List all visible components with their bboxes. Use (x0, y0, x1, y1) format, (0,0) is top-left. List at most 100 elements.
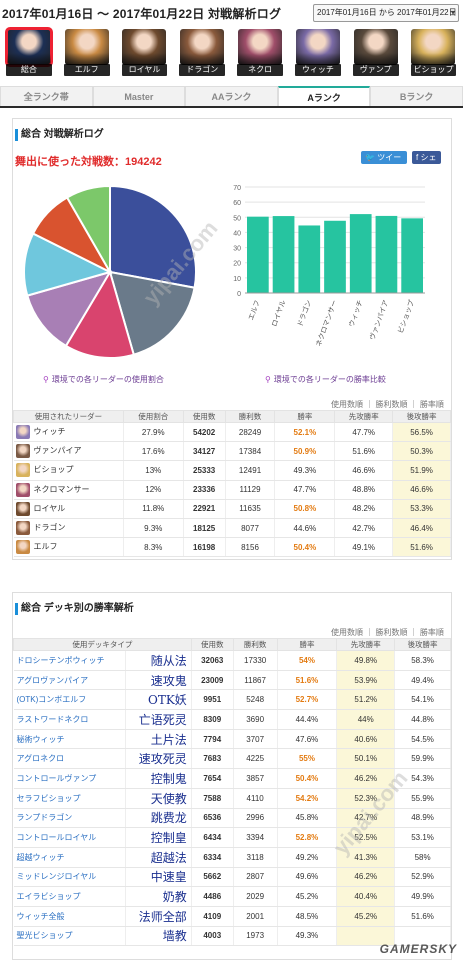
bar (349, 214, 372, 293)
uses-cell: 7588 (191, 788, 234, 809)
first-winrate-cell: 42.7% (336, 808, 396, 829)
period-select[interactable]: 2017年01月16日 から 2017年01月22日 ▾ (313, 4, 459, 22)
leader-icon (15, 444, 30, 459)
leader-tab[interactable]: ウィッチ (289, 28, 347, 80)
table-row[interactable]: ビショップ 13% 25333 12491 49.3% 46.6% 51.9% (13, 460, 451, 481)
rank-tab[interactable]: 全ランク帯 (0, 86, 93, 106)
deck-name-link[interactable]: エイラビショップ (13, 886, 126, 907)
leader-icon (15, 521, 30, 536)
filter-wins[interactable]: 勝利数順 (375, 628, 408, 637)
table-row[interactable]: ラストワードネクロ 亡语死灵 8309 3690 44.4% 44% 44.8% (13, 709, 451, 730)
second-winrate-cell: 51.9% (392, 460, 451, 481)
deck-name-link[interactable]: ドロシーテンポウィッチ (13, 650, 126, 671)
rank-tab[interactable]: Bランク (370, 86, 463, 106)
first-winrate-cell: 53.9% (336, 670, 396, 691)
table-row[interactable]: コントロールヴァンプ 控制鬼 7654 3857 50.4% 46.2% 54.3% (13, 768, 451, 789)
deck-name-link[interactable]: ウィッチ全般 (13, 906, 126, 927)
deck-name-link[interactable]: アグロネクロ (13, 748, 126, 770)
table-row[interactable]: ネクロマンサー 12% 23336 11129 47.7% 48.8% 46.6% (13, 480, 451, 500)
deck-name-link[interactable]: 超越ウィッチ (13, 847, 126, 868)
deck-name-link[interactable]: 聖光ビショップ (13, 926, 126, 947)
leader-portrait (122, 29, 167, 65)
table-row[interactable]: ドロシーテンポウィッチ 随从法 32063 17330 54% 49.8% 58.3% (13, 650, 451, 671)
filter-rate[interactable]: 勝率順 (419, 400, 444, 409)
wins-cell: 2029 (233, 886, 278, 907)
deck-cn-note: 控制皇 (125, 827, 192, 848)
table-row[interactable]: ヴァンパイア 17.6% 34127 17384 50.9% 51.6% 50.3% (13, 441, 451, 462)
leader-portrait (238, 29, 283, 65)
deck-name-link[interactable]: セラフビショップ (13, 788, 126, 809)
rank-tab[interactable]: AAランク (185, 86, 278, 106)
uses-cell: 7654 (191, 768, 234, 789)
deck-name-link[interactable]: コントロールロイヤル (13, 827, 126, 848)
rank-tabs: 全ランク帯 Master AAランク Aランク Bランク (0, 86, 463, 108)
deck-name-link[interactable]: コントロールヴァンプ (13, 768, 126, 789)
leader-name: ウィッチ (294, 64, 341, 76)
first-winrate-cell: 51.6% (334, 441, 394, 462)
deck-name-link[interactable]: アグロヴァンパイア (13, 670, 126, 691)
filter-wins[interactable]: 勝利数順 (375, 400, 408, 409)
leader-tab[interactable]: ヴァンプ (347, 28, 405, 80)
second-winrate-cell: 53.3% (392, 499, 451, 519)
table-row[interactable]: ウィッチ全般 法师全部 4109 2001 48.5% 45.2% 51.6% (13, 906, 451, 927)
leader-tab[interactable]: ネクロ (231, 28, 289, 80)
table-row[interactable]: エルフ 8.3% 16198 8156 50.4% 49.1% 51.6% (13, 537, 451, 558)
table-row[interactable]: ミッドレンジロイヤル 中速皇 5662 2807 49.6% 46.2% 52.9% (13, 867, 451, 888)
tweet-button[interactable]: 🐦 ツイート (361, 151, 407, 175)
winrate-cell: 50.9% (274, 441, 336, 462)
deck-name-link[interactable]: ラストワードネクロ (13, 709, 126, 730)
table-row[interactable]: エイラビショップ 奶教 4486 2029 45.2% 40.4% 49.9% (13, 886, 451, 907)
leader-tab[interactable]: ドラゴン (173, 28, 231, 80)
leader-tab[interactable]: 総合 (0, 27, 58, 80)
first-winrate-cell: 40.6% (336, 729, 396, 750)
wins-cell: 2001 (233, 906, 278, 927)
leader-name: ロイヤル (33, 503, 66, 513)
bar (401, 218, 423, 293)
column-header: 先攻勝率 (336, 638, 396, 651)
table-row[interactable]: セラフビショップ 天使教 7588 4110 54.2% 52.3% 55.9% (13, 788, 451, 809)
pie-caption-text: 環境での各リーダーの使用割合 (51, 375, 164, 384)
uses-cell: 6334 (191, 847, 234, 868)
table-row[interactable]: アグロヴァンパイア 速攻鬼 23009 11867 51.6% 53.9% 49.4% (13, 670, 451, 691)
deck-name-link[interactable]: ミッドレンジロイヤル (13, 867, 126, 888)
table-row[interactable]: (OTK)コンボエルフ OTK妖 9951 5248 52.7% 51.2% 54.1% (13, 689, 451, 711)
usage-pie-chart (23, 184, 197, 359)
table-row[interactable]: コントロールロイヤル 控制皇 6434 3394 52.8% 52.5% 53.1% (13, 827, 451, 848)
table-row[interactable]: 超越ウィッチ 超越法 6334 3118 49.2% 41.3% 58% (13, 847, 451, 868)
deck-cn-note: 天使教 (125, 788, 192, 809)
chevron-down-icon: ▾ (450, 8, 455, 17)
filter-usage[interactable]: 使用数順 (331, 400, 363, 409)
table-row[interactable]: 聖光ビショップ 墙教 4003 1973 49.3% (13, 926, 451, 947)
table-row[interactable]: ウィッチ 27.9% 54202 28249 52.1% 47.7% 56.5% (13, 422, 451, 443)
first-winrate-cell: 49.8% (336, 650, 396, 671)
pie-slice (109, 184, 197, 289)
table-row[interactable]: 秘術ウィッチ 土片法 7794 3707 47.6% 40.6% 54.5% (13, 729, 451, 750)
winrate-cell: 52.7% (277, 689, 338, 711)
table-row[interactable]: ロイヤル 11.8% 22921 11635 50.8% 48.2% 53.3% (13, 499, 451, 519)
deck-name-link[interactable]: (OTK)コンボエルフ (13, 689, 126, 711)
winrate-cell: 50.8% (274, 499, 336, 519)
wins-cell: 2996 (233, 808, 278, 829)
leader-tab[interactable]: ロイヤル (116, 28, 174, 80)
deck-name-link[interactable]: 秘術ウィッチ (13, 729, 126, 750)
filter-rate[interactable]: 勝率順 (419, 628, 444, 637)
leader-tab[interactable]: エルフ (58, 28, 116, 80)
table-row[interactable]: ドラゴン 9.3% 18125 8077 44.6% 42.7% 46.4% (13, 518, 451, 539)
column-header: 勝利数 (224, 410, 276, 423)
uses-cell: 8309 (191, 709, 234, 730)
page-title: 2017年01月16日 ～ 2017年01月22日 対戦解析ログ (2, 7, 282, 21)
first-winrate-cell: 41.3% (336, 847, 396, 868)
uses-cell: 7683 (191, 748, 234, 770)
deck-name-link[interactable]: ランプドラゴン (13, 808, 126, 829)
share-cell: 27.9% (123, 422, 184, 443)
first-winrate-cell: 46.2% (336, 867, 396, 888)
leader-tab[interactable]: ビショップ (405, 28, 463, 80)
leader-selector: 総合 エルフ ロイヤル ドラゴン ネクロ ウィッチ ヴァンプ ビショップ (0, 27, 463, 80)
rank-tab[interactable]: Aランク (277, 86, 371, 106)
table-row[interactable]: アグロネクロ 速攻死灵 7683 4225 55% 50.1% 59.9% (13, 748, 451, 770)
facebook-share-button[interactable]: f シェア (412, 151, 441, 175)
second-winrate-cell: 51.6% (392, 537, 451, 558)
rank-tab[interactable]: Master (92, 86, 186, 106)
filter-usage[interactable]: 使用数順 (331, 628, 363, 637)
table-row[interactable]: ランプドラゴン 跳费龙 6536 2996 45.8% 42.7% 48.9% (13, 808, 451, 829)
